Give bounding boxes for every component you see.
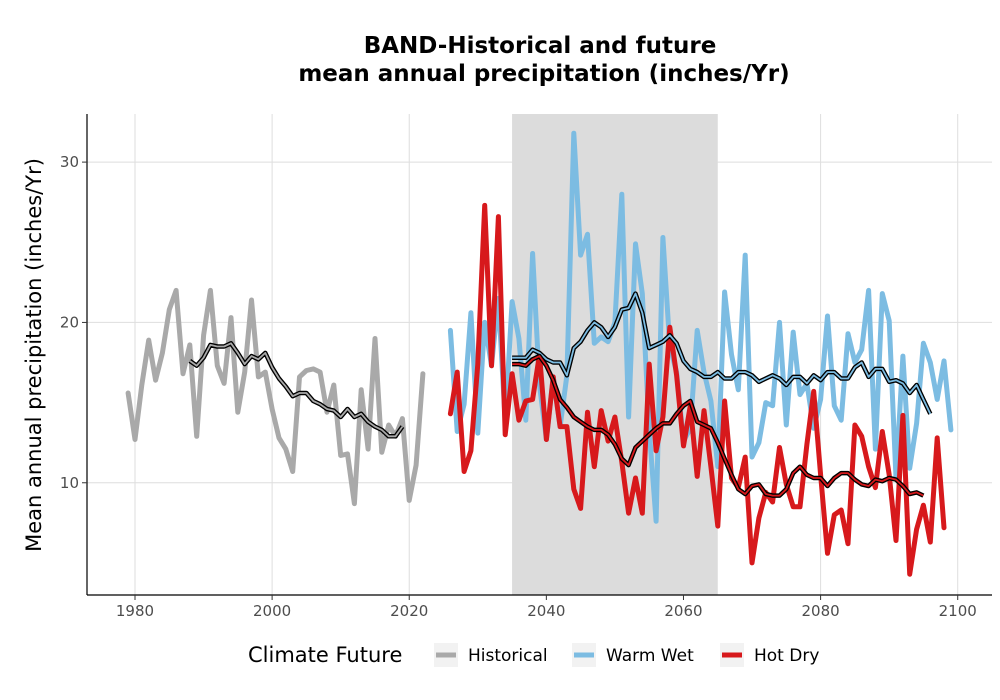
- legend-title: Climate Future: [248, 643, 402, 667]
- y-axis-title: Mean annual precipitation (inches/Yr): [22, 158, 46, 552]
- chart-title-line-2: mean annual precipitation (inches/Yr): [298, 61, 789, 87]
- x-axis-ticks: 1980 2000 2020 2040 2060 2080 2100: [116, 595, 977, 620]
- legend-items: Historical Warm Wet Hot Dry: [434, 643, 819, 667]
- warm-wet-line: [447, 130, 954, 524]
- x-tick-label: 2040: [527, 602, 565, 620]
- x-tick-label: 2060: [664, 602, 702, 620]
- series-lines: [125, 130, 954, 577]
- shaded-future-period: [512, 114, 718, 595]
- legend-label: Historical: [468, 646, 548, 666]
- y-tick-label: 30: [60, 153, 79, 171]
- hot-dry-line: [447, 202, 947, 577]
- plot-area: [87, 114, 992, 595]
- hot-dry-rolling-mean-line: [512, 355, 924, 497]
- x-tick-label: 2080: [802, 602, 840, 620]
- chart-title-line-1: BAND-Historical and future: [364, 33, 717, 59]
- warm-wet-rolling-mean-line: [512, 292, 932, 415]
- x-tick-label: 2020: [390, 602, 428, 620]
- legend-label: Hot Dry: [754, 646, 819, 666]
- historical-rolling-mean-line: [189, 342, 404, 438]
- x-tick-label: 2000: [253, 602, 291, 620]
- historical-line: [125, 287, 426, 507]
- y-tick-label: 10: [60, 474, 79, 492]
- y-tick-label: 20: [60, 313, 79, 331]
- legend-label: Warm Wet: [606, 646, 694, 666]
- x-tick-label: 2100: [939, 602, 977, 620]
- y-axis-ticks: 10 20 30: [60, 153, 87, 492]
- legend: Climate Future Historical Warm Wet Hot Dry: [248, 643, 819, 667]
- x-tick-label: 1980: [116, 602, 154, 620]
